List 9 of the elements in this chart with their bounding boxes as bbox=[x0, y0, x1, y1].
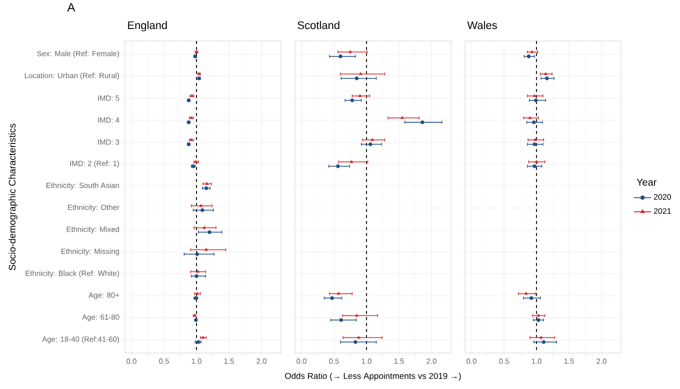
chart-title: Scotland bbox=[298, 21, 340, 30]
legend-label: 2020 bbox=[654, 194, 672, 200]
chart-title: Wales bbox=[467, 21, 497, 30]
y-axis-title: Socio-demographic Characteristics bbox=[8, 124, 18, 270]
x-axis-title: Odds Ratio (→ Less Appointments vs 2019 →) bbox=[285, 372, 461, 381]
legend-label: 2021 bbox=[654, 208, 671, 214]
chart-title: England bbox=[128, 21, 167, 32]
legend-title: Year bbox=[636, 178, 657, 186]
text: A bbox=[67, 3, 76, 12]
